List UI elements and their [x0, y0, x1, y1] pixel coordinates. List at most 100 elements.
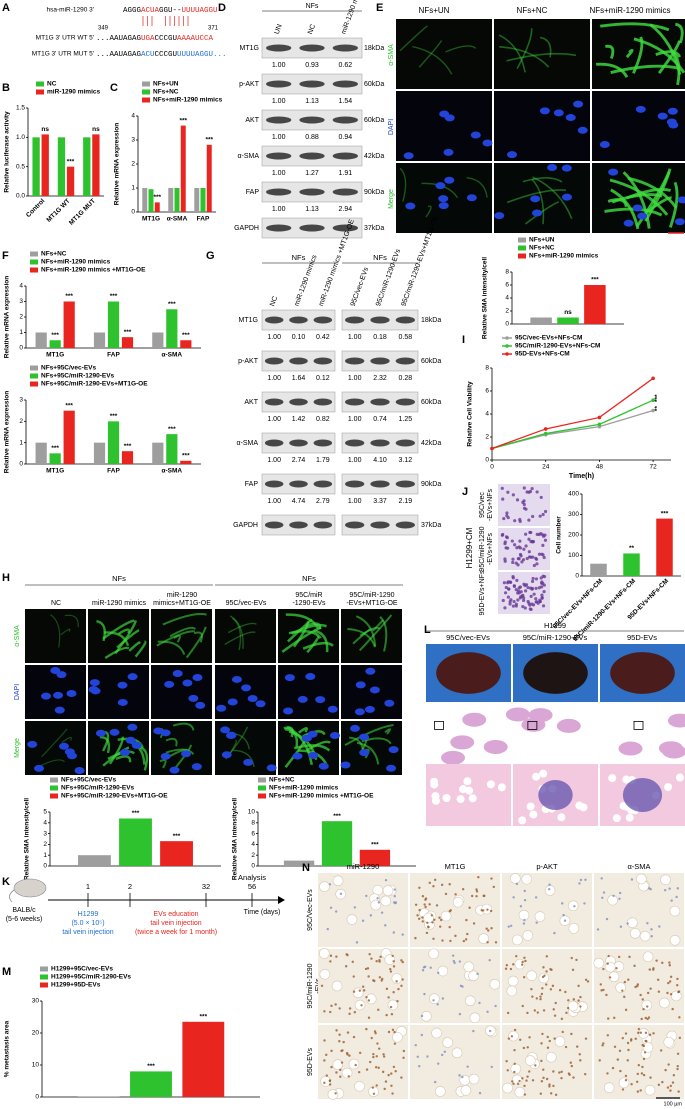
row-label: 95D-EVs+NFs [479, 570, 486, 615]
micrograph [498, 484, 550, 526]
cell [522, 598, 526, 603]
stain [346, 953, 349, 957]
row-label: 95C/Vec-EVs [307, 889, 314, 931]
y-tick-label: 0 [43, 863, 47, 870]
x-tick-label: 0 [490, 464, 494, 471]
significance: *** [333, 813, 341, 820]
stain [400, 1076, 403, 1079]
micrograph [396, 91, 493, 161]
legend-swatch [40, 974, 48, 980]
group-label: NFs [112, 574, 126, 583]
stain [429, 966, 432, 969]
stain [637, 1063, 641, 1067]
cell [541, 543, 545, 547]
stain [421, 916, 424, 919]
stain [494, 1004, 497, 1008]
stain [490, 1065, 493, 1069]
stain [518, 1079, 521, 1083]
stain [438, 916, 441, 919]
quantification: 1.00 [272, 134, 286, 141]
tissue [667, 713, 685, 728]
significance: ** [654, 406, 661, 412]
x-tick-label: MT1G [46, 352, 64, 359]
alveolus [636, 873, 647, 885]
fiber [134, 640, 147, 658]
stain [368, 953, 371, 956]
band [313, 439, 333, 447]
stain [436, 1003, 439, 1006]
alveolus [568, 923, 580, 934]
legend-swatch [36, 81, 44, 87]
bar [49, 453, 61, 464]
stain [554, 1093, 558, 1097]
stain [579, 995, 582, 999]
stain [563, 919, 567, 922]
stain [385, 987, 389, 991]
fiber [646, 196, 672, 214]
stain [490, 877, 493, 880]
stain [414, 936, 417, 940]
nucleus [181, 750, 192, 758]
stain [534, 1064, 537, 1067]
nucleus [160, 729, 171, 737]
stain [414, 1043, 417, 1047]
stain [600, 989, 603, 992]
fiber [632, 36, 644, 74]
cell [532, 563, 536, 568]
stain [675, 895, 678, 899]
significance: *** [661, 510, 669, 517]
stain [516, 1082, 520, 1085]
nucleus [435, 182, 446, 190]
nucleus [231, 675, 242, 683]
alveolus [346, 914, 358, 925]
stain [362, 989, 366, 992]
stain [616, 1058, 620, 1061]
band [299, 188, 325, 196]
x-tick-label: 72 [649, 464, 657, 471]
stain [564, 1045, 568, 1049]
cell [540, 593, 544, 597]
nucleus [241, 684, 252, 692]
alveolus [508, 1030, 519, 1042]
stain [352, 1035, 356, 1039]
quantification: 1.00 [267, 416, 281, 423]
nucleus [599, 140, 610, 148]
kda-label: 18kDa [421, 317, 441, 324]
stain [448, 883, 451, 886]
x-tick-label: MT1G [46, 468, 64, 475]
micrograph [88, 721, 149, 775]
micrograph [498, 528, 550, 570]
cell [517, 586, 521, 590]
cell [530, 486, 534, 491]
stain [368, 1060, 372, 1064]
stain [570, 1032, 573, 1036]
stain [375, 1055, 378, 1058]
legend-label: NFs+miR-1290 mimics [153, 97, 223, 104]
alveolus [510, 873, 521, 884]
significance: *** [173, 833, 181, 840]
quantification: 1.00 [272, 98, 286, 105]
row-label: DAPI [388, 119, 395, 135]
cell [529, 594, 533, 598]
stain [355, 941, 359, 944]
cell [513, 543, 517, 547]
nucleus [220, 726, 231, 734]
stain [328, 883, 332, 886]
cell [535, 562, 539, 566]
row-label: 95C/miR-1290 [479, 526, 486, 571]
alveolus [663, 1036, 675, 1048]
stain [486, 941, 489, 944]
legend-label: NFs+95C/vec-EVs [41, 365, 96, 372]
alveolus [497, 783, 506, 792]
stain [492, 885, 496, 889]
micrograph [318, 948, 408, 1023]
stain [606, 1072, 609, 1075]
stain [578, 1053, 581, 1056]
stain [453, 961, 456, 965]
alveolus [534, 911, 546, 922]
stain [528, 1036, 531, 1039]
alveolus [352, 987, 364, 999]
stain [566, 1006, 570, 1010]
y-tick-label: 6 [485, 388, 489, 395]
cell [540, 596, 544, 600]
